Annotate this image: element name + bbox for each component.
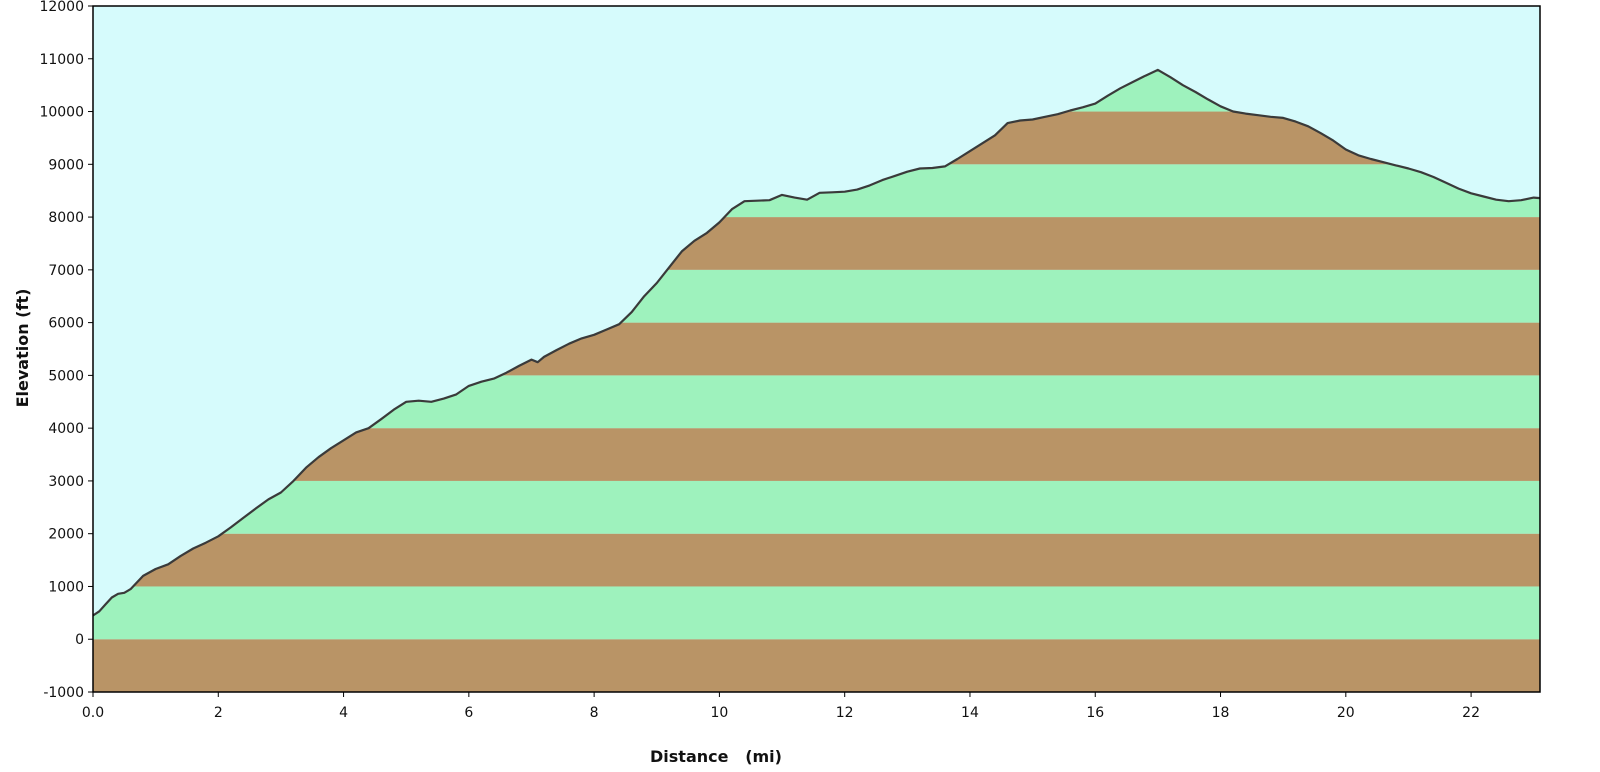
plot-area	[92, 5, 1541, 693]
y-tick-label: 12000	[39, 0, 84, 15]
x-tick-label: 14	[961, 705, 979, 721]
y-tick-label: 4000	[48, 421, 84, 437]
y-tick-label: 3000	[48, 474, 84, 490]
x-tick-label: 12	[836, 705, 854, 721]
elevation-band	[93, 639, 1540, 692]
y-tick-label: 9000	[48, 157, 84, 173]
x-axis-title: Distance (mi)	[650, 747, 782, 766]
y-tick-label: 7000	[48, 263, 84, 279]
y-tick-label: 2000	[48, 527, 84, 543]
y-tick-label: -1000	[43, 685, 84, 701]
x-tick-label: 6	[464, 705, 473, 721]
y-tick-label: 11000	[39, 52, 84, 68]
y-tick-label: 6000	[48, 316, 84, 332]
x-tick-label: 10	[710, 705, 728, 721]
x-tick-label: 22	[1462, 705, 1480, 721]
y-tick-label: 5000	[48, 368, 84, 384]
y-tick-label: 8000	[48, 210, 84, 226]
y-axis-ticks: -1000 0 1000 2000 3000 4000 5000 6000 7000 8000 90…	[39, 0, 93, 701]
x-tick-label: 8	[590, 705, 599, 721]
x-tick-label: 2	[214, 705, 223, 721]
x-tick-label: 4	[339, 705, 348, 721]
y-tick-label: 10000	[39, 105, 84, 121]
y-axis-title: Elevation (ft)	[13, 289, 32, 408]
x-tick-label: 16	[1086, 705, 1104, 721]
elevation-band	[93, 480, 1540, 534]
x-tick-label: 18	[1212, 705, 1230, 721]
elevation-band	[93, 586, 1540, 640]
x-axis-ticks: 0.0 2 4 6 8 10 12 14 16 18 20 22	[82, 692, 1480, 721]
elevation-band	[93, 533, 1540, 587]
y-tick-label: 1000	[48, 579, 84, 595]
x-tick-label: 0.0	[82, 705, 104, 721]
elevation-profile-line	[92, 68, 1541, 617]
plot-frame	[92, 5, 1541, 693]
y-tick-label: 0	[75, 632, 84, 648]
x-tick-label: 20	[1337, 705, 1355, 721]
